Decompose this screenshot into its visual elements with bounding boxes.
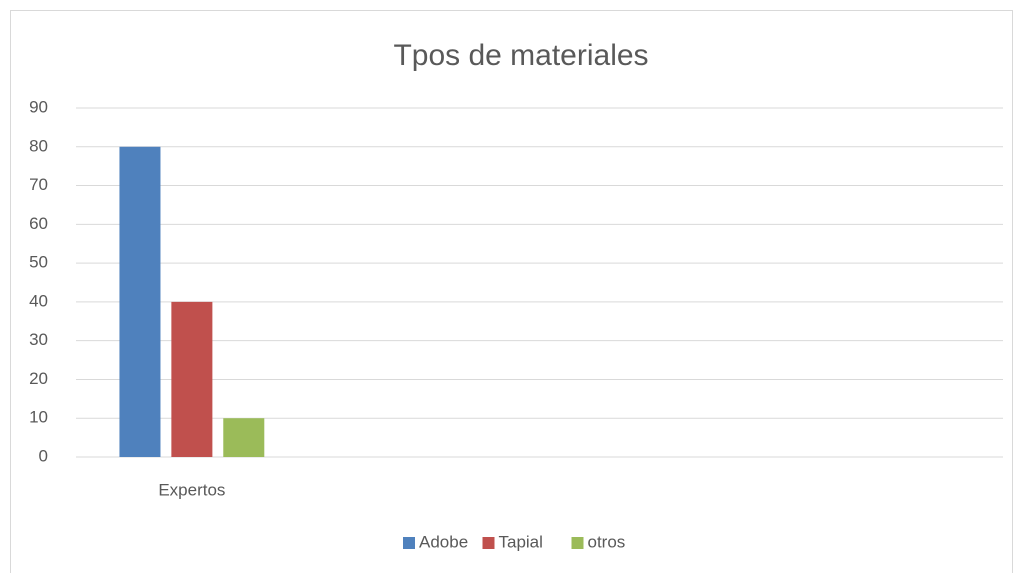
chart-border [10, 10, 1013, 573]
legend-swatch [571, 537, 584, 549]
legend-swatch [482, 537, 495, 549]
bar [223, 418, 265, 457]
legend-label: otros [588, 532, 626, 551]
chart-title: Tpos de materiales [393, 39, 648, 72]
y-tick-label: 40 [29, 291, 48, 310]
y-tick-label: 20 [29, 369, 48, 388]
y-tick-label: 30 [29, 330, 48, 349]
legend-label: Tapial [499, 532, 543, 551]
y-tick-label: 50 [29, 253, 48, 272]
y-tick-label: 60 [29, 214, 48, 233]
y-tick-label: 80 [29, 136, 48, 155]
y-tick-label: 70 [29, 175, 48, 194]
y-tick-label: 10 [29, 408, 48, 427]
bar [119, 146, 161, 457]
y-tick-label: 0 [39, 446, 48, 465]
legend-swatch [403, 537, 415, 549]
bar [171, 301, 213, 457]
y-tick-label: 90 [29, 97, 48, 116]
legend-label: Adobe [419, 532, 468, 551]
x-tick-label: Expertos [158, 480, 225, 499]
